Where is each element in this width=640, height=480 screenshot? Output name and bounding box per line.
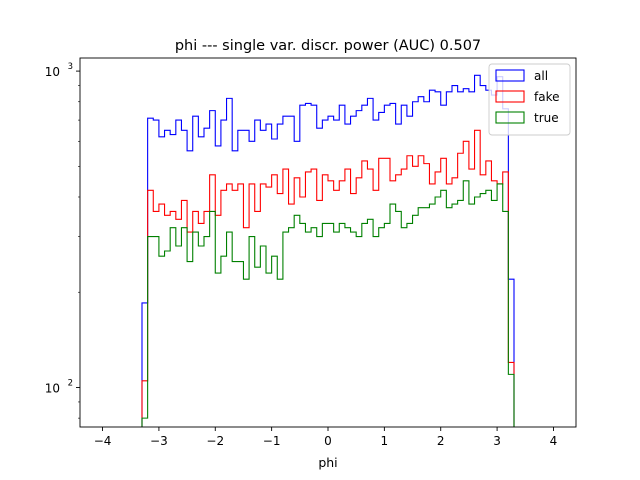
x-tick-label: −3 bbox=[150, 434, 168, 448]
series-layer bbox=[141, 74, 515, 427]
legend-swatch-true bbox=[495, 111, 525, 124]
y-tick-label-exponent: 3 bbox=[68, 62, 73, 72]
x-tick-label: 1 bbox=[381, 434, 389, 448]
x-tick-label: −4 bbox=[94, 434, 112, 448]
x-axis: −4 −3 −2 −1 0 1 2 3 4 bbox=[94, 427, 558, 448]
series-fake-line bbox=[141, 129, 515, 427]
legend: all fake true bbox=[488, 63, 571, 136]
x-tick-label: −1 bbox=[263, 434, 281, 448]
legend-label-all: all bbox=[534, 69, 548, 83]
y-axis: 10 2 10 3 bbox=[45, 62, 80, 419]
legend-swatch-all bbox=[495, 69, 525, 82]
x-tick-label: 0 bbox=[324, 434, 332, 448]
x-tick-label: −2 bbox=[206, 434, 224, 448]
x-tick-label: 4 bbox=[550, 434, 558, 448]
series-all-line bbox=[141, 74, 515, 427]
chart-title: phi --- single var. discr. power (AUC) 0… bbox=[175, 38, 481, 54]
x-axis-label: phi bbox=[318, 455, 337, 470]
legend-frame bbox=[488, 63, 571, 136]
series-true-line bbox=[141, 180, 515, 427]
y-tick-label: 10 bbox=[45, 65, 60, 79]
y-tick-label: 10 bbox=[45, 381, 60, 395]
x-tick-label: 3 bbox=[493, 434, 501, 448]
legend-label-true: true bbox=[534, 111, 559, 125]
legend-label-fake: fake bbox=[534, 90, 559, 104]
legend-swatch-fake bbox=[495, 90, 525, 103]
x-tick-label: 2 bbox=[437, 434, 445, 448]
y-tick-label-exponent: 2 bbox=[68, 378, 73, 388]
